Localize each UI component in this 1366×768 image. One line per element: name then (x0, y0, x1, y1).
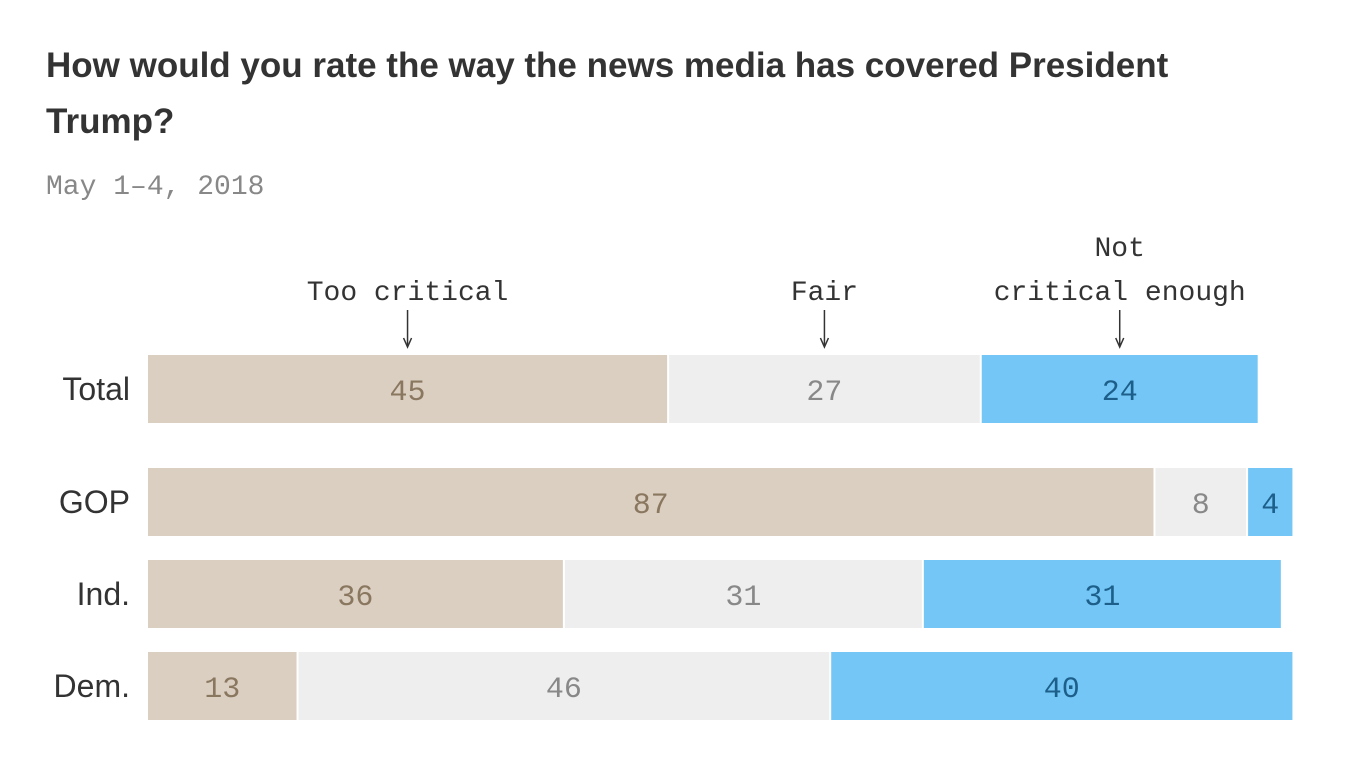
bar-segment (831, 652, 1293, 720)
series-header: Too critical (307, 278, 509, 309)
category-label: GOP (59, 484, 130, 520)
chart-title: How would you rate the way the news medi… (46, 46, 1169, 141)
bar-segment (669, 355, 980, 423)
arrow-head-icon (819, 337, 830, 349)
category-label: Ind. (77, 576, 130, 612)
data-label: 27 (806, 376, 842, 410)
bar-segment (298, 652, 830, 720)
data-label: 13 (204, 673, 240, 707)
bar-segment (1248, 468, 1293, 536)
data-label: 87 (633, 489, 669, 523)
chart-subtitle: May 1–4, 2018 (46, 172, 265, 203)
data-label: 24 (1102, 376, 1138, 410)
bar-segment (923, 560, 1281, 628)
bar-segment (148, 560, 563, 628)
bar-segment (564, 560, 922, 628)
data-label: 8 (1192, 489, 1210, 523)
data-label: 31 (725, 581, 761, 615)
category-label: Total (62, 371, 130, 407)
arrow-head-icon (402, 337, 413, 349)
bar-segment (1155, 468, 1247, 536)
data-label: 4 (1261, 489, 1279, 523)
data-label: 31 (1084, 581, 1120, 615)
category-label: Dem. (54, 668, 130, 704)
series-header: Not (1095, 234, 1145, 265)
arrow-head-icon (1115, 337, 1125, 349)
series-header: Fair (791, 278, 858, 309)
bar-segment (148, 652, 297, 720)
data-label: 45 (390, 376, 426, 410)
bar-segment (981, 355, 1258, 423)
data-label: 46 (546, 673, 582, 707)
data-label: 36 (337, 581, 373, 615)
bar-segment (148, 355, 668, 423)
data-label: 40 (1044, 673, 1080, 707)
bar-segment (148, 468, 1154, 536)
series-header: critical enough (994, 278, 1246, 309)
